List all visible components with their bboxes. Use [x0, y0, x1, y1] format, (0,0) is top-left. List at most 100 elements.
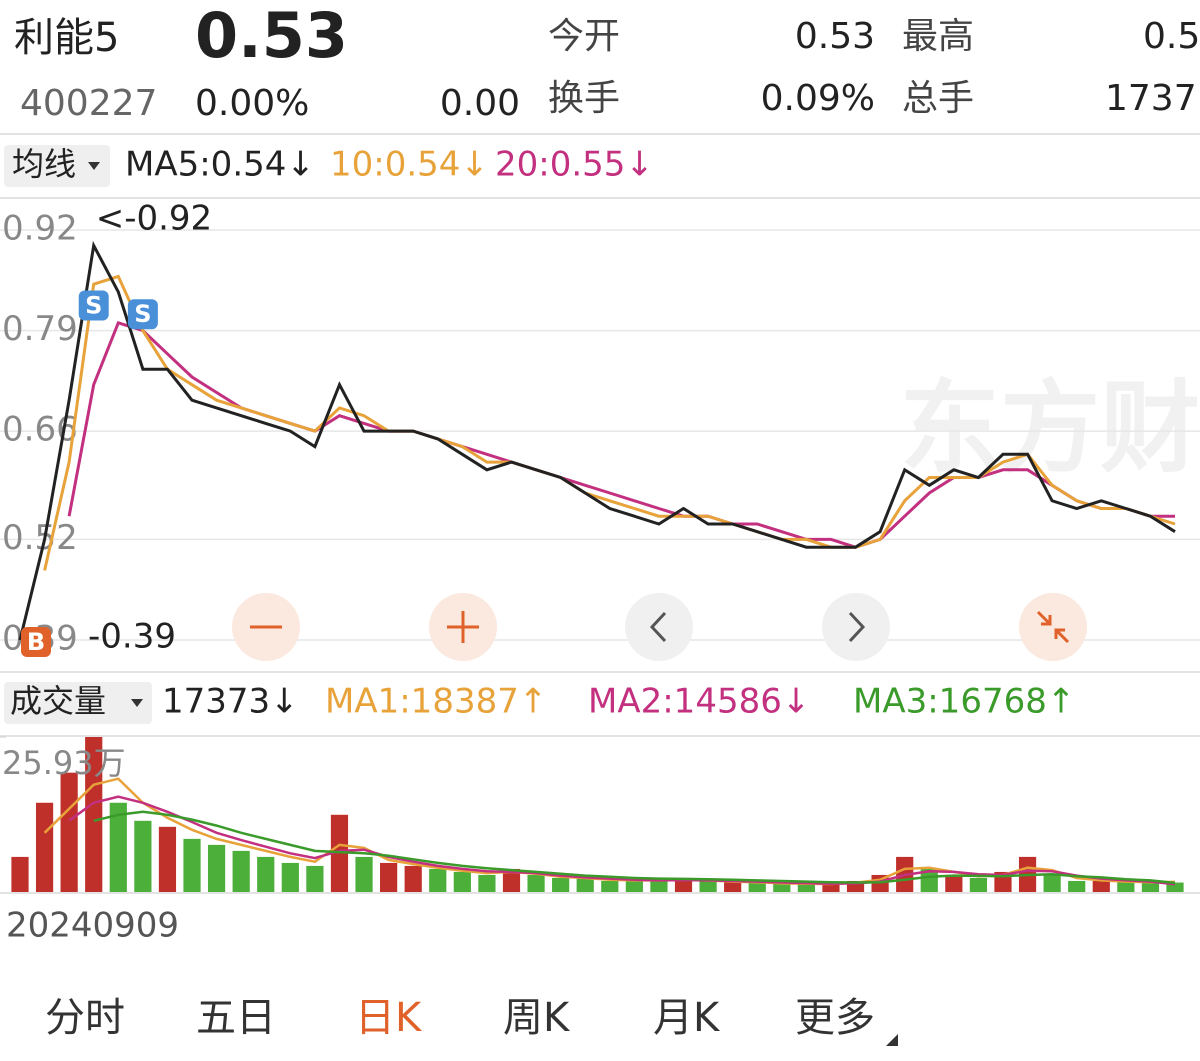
volume-bar — [699, 880, 717, 893]
signal-marker — [78, 290, 109, 321]
volume-bar — [257, 856, 275, 893]
legend-entry: MA5:0.54↓ — [125, 145, 315, 185]
volume-bar — [60, 772, 78, 893]
y-tick-label: 0.79 — [2, 309, 78, 349]
volume-bar — [1092, 880, 1110, 893]
legend-entry: MA3:16768↑ — [853, 682, 1075, 722]
legend-entry: MA1:18387↑ — [325, 682, 547, 722]
volume-bar — [478, 874, 496, 893]
volume-bar — [380, 862, 398, 893]
ma-line — [68, 795, 1176, 886]
right-icon — [848, 611, 866, 643]
legend-entry: MA2:14586↓ — [588, 682, 810, 722]
stock-price: 0.53 — [195, 0, 348, 72]
volume-bar — [453, 871, 471, 893]
volume-bar — [1166, 882, 1184, 893]
field-label: 最高 — [902, 16, 974, 57]
volume-bar — [527, 874, 545, 893]
volume-bar — [576, 877, 594, 893]
volume-bar — [674, 877, 693, 893]
ma-line — [18, 240, 1176, 641]
dropdown-arrow — [131, 699, 143, 707]
x-axis-label: 20240909 — [6, 906, 179, 946]
volume-bar — [822, 883, 840, 893]
volume-bar — [502, 868, 521, 893]
signal-marker — [21, 627, 51, 657]
change: 0.00 — [440, 83, 520, 124]
volume-bar — [969, 877, 988, 893]
volume-bar — [404, 865, 422, 893]
volume-button[interactable] — [4, 682, 152, 724]
legend-entry: 17373↓ — [162, 682, 299, 722]
zoom-buttons — [232, 593, 1087, 661]
volume-bar — [1117, 882, 1135, 893]
volume-bar — [724, 882, 742, 893]
period-tab[interactable]: 更多 — [795, 995, 875, 1041]
volume-bar — [134, 820, 152, 893]
watermark: 东方财 — [900, 369, 1200, 486]
field-label: 总手 — [902, 78, 974, 119]
plus-icon — [447, 611, 479, 643]
annotation: <-0.92 — [96, 199, 212, 239]
volume-bar — [183, 838, 201, 893]
period-tab[interactable]: 五日 — [196, 995, 276, 1041]
ma-line — [43, 274, 1176, 571]
volume-bar — [306, 865, 324, 893]
shrink-icon — [1036, 610, 1070, 644]
ma-button[interactable] — [4, 145, 110, 187]
signal-label: B — [27, 628, 45, 656]
volume-bar — [625, 880, 643, 893]
field-value: 0.5 — [1143, 16, 1200, 57]
volume-bar — [1141, 882, 1160, 893]
shrink-button[interactable] — [1019, 593, 1087, 661]
period-tab[interactable]: 日K — [355, 995, 423, 1041]
legend-entry: 10:0.54↓ — [330, 145, 489, 185]
volume-bar — [773, 883, 791, 893]
volume-bar — [1068, 880, 1086, 893]
ma-button-label[interactable]: 均线 — [12, 145, 76, 183]
volume-bar — [945, 874, 963, 893]
left-icon — [649, 611, 667, 643]
signal-label: S — [134, 300, 151, 328]
field-value: 0.09% — [761, 78, 875, 119]
field-value: 0.53 — [795, 16, 875, 57]
period-tab[interactable]: 月K — [653, 995, 721, 1041]
period-tab[interactable]: 分时 — [45, 995, 125, 1041]
next-button[interactable] — [822, 593, 890, 661]
volume-bar — [797, 883, 815, 893]
field-value: 1737 — [1105, 78, 1197, 119]
volume-bar — [601, 880, 619, 893]
volume-bar — [109, 802, 127, 893]
signal-marker — [127, 299, 158, 330]
volume-button-label[interactable]: 成交量 — [10, 682, 106, 720]
volume-chart: 25.93万 20240909 — [0, 736, 1200, 946]
volume-bar — [35, 802, 54, 893]
stock-code: 400227 — [20, 83, 157, 124]
prev-button[interactable] — [625, 593, 693, 661]
stock-name: 利能5 — [14, 15, 119, 61]
volume-bar — [232, 850, 250, 893]
period-tab[interactable]: 周K — [503, 995, 571, 1041]
ma-line — [93, 810, 1176, 885]
annotation: -0.39 — [88, 617, 176, 657]
volume-bar — [920, 868, 938, 893]
field-label: 换手 — [548, 78, 620, 119]
period-tabs: 分时 五日 日K 周K 月K 更多 — [45, 995, 875, 1041]
volume-bar — [355, 856, 373, 893]
y-tick-label: 0.92 — [2, 209, 78, 249]
volume-bar — [11, 856, 29, 893]
volume-bar — [207, 844, 226, 893]
volume-bar — [748, 882, 766, 893]
volume-bar — [1043, 874, 1061, 893]
volume-bar — [552, 877, 570, 893]
dropdown-arrow — [88, 162, 100, 170]
signal-label: S — [85, 291, 102, 319]
change-pct: 0.00% — [195, 83, 309, 124]
volume-bar — [330, 814, 349, 893]
volume-bar — [650, 879, 668, 893]
legend-entry: 20:0.55↓ — [495, 145, 654, 185]
field-label: 今开 — [548, 16, 620, 57]
